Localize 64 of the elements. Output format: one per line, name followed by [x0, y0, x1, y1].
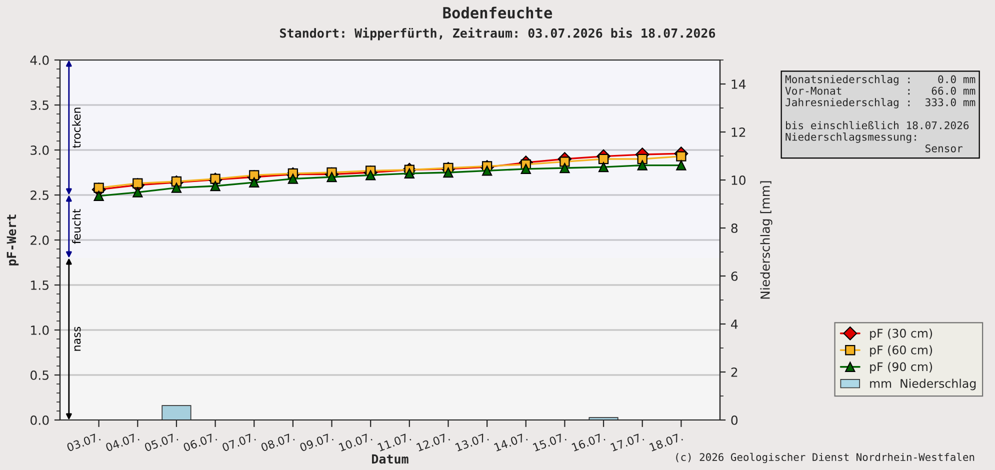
point — [676, 151, 686, 162]
x-tick-label: 09.07. — [299, 432, 334, 452]
x-tick-label: 06.07. — [182, 432, 218, 452]
y-tick-label: 1.0 — [31, 325, 49, 335]
y-tick-label: 0.5 — [30, 370, 48, 380]
legend-label: pF (30 cm) — [870, 328, 932, 340]
y-tick-label: 2.5 — [30, 190, 48, 200]
text: Monatsniederschlag : 0.0 mm Vor-Monat : 66.0 mm Jahresniederschlag : 333.0 mm bis einschließlich 18.07.2026 Niederschlagsmessung: Sensor — [785, 75, 976, 152]
y2-axis-title: Niederschlag [mm] — [760, 181, 772, 299]
point — [560, 156, 570, 167]
point — [404, 168, 414, 178]
legend-label: mm Niederschlag — [870, 378, 976, 390]
x-tick-label: 17.07. — [610, 432, 644, 452]
x-tick-label: 11.07. — [377, 432, 412, 452]
legend-label: pF (60 cm) — [870, 345, 932, 357]
x-tick-label: 10.07. — [338, 432, 372, 452]
x-tick-label: 03.07. — [66, 432, 101, 452]
y2-tick-label: 0 — [731, 415, 738, 425]
x-tick-label: 18.07. — [649, 432, 683, 452]
y-tick-label: 4.0 — [30, 55, 49, 65]
text: (c) 2026 Geologischer Dienst Nordrhein-Westfalen — [676, 452, 974, 464]
y-tick-label: 3.5 — [30, 100, 48, 110]
y2-tick-label: 12 — [732, 127, 746, 137]
y2-tick-label: 8 — [731, 223, 738, 233]
point — [598, 162, 609, 172]
point — [676, 160, 686, 170]
x-tick-label: 08.07. — [260, 432, 295, 452]
point — [94, 190, 104, 201]
point — [520, 164, 531, 174]
chart-title: Bodenfeuchte — [443, 6, 552, 19]
legend-label: pF (90 cm) — [870, 362, 932, 374]
band-label: trocken — [72, 108, 81, 148]
y2-tick-label: 4 — [731, 320, 738, 329]
x-tick-label: 05.07. — [144, 432, 178, 452]
x-tick-label: 13.07. — [455, 432, 489, 452]
point — [210, 180, 220, 192]
point — [132, 187, 143, 198]
x-tick-label: 12.07. — [416, 432, 450, 452]
y-tick-label: 1.5 — [31, 280, 48, 290]
x-tick-label: 15.07. — [532, 432, 567, 452]
chart-subtitle: Standort: Wipperfürth, Zeitraum: 03.07.2026 bis 18.07.2026 — [280, 27, 716, 40]
y2-tick-label: 6 — [731, 271, 738, 281]
x-axis-title: Datum — [372, 454, 408, 464]
y-axis-title: pF-Wert — [6, 214, 19, 266]
point — [482, 166, 492, 176]
y2-tick-label: 14 — [732, 80, 746, 89]
point — [637, 160, 648, 170]
point — [288, 174, 298, 184]
y2-tick-label: 2 — [731, 367, 738, 377]
point — [171, 182, 182, 193]
y-tick-label: 2.0 — [30, 235, 49, 245]
point — [249, 177, 260, 188]
x-tick-label: 07.07. — [222, 432, 256, 452]
point — [598, 154, 609, 164]
y-tick-label: 0.0 — [30, 415, 49, 425]
x-tick-label: 14.07. — [494, 432, 528, 452]
x-tick-label: 16.07. — [572, 432, 606, 452]
y-tick-label: 3.0 — [30, 145, 49, 155]
band-label: feucht — [72, 209, 81, 244]
band-label: nass — [74, 326, 81, 351]
point — [443, 167, 454, 178]
y2-tick-label: 10 — [732, 175, 746, 185]
point — [560, 162, 570, 174]
x-tick-label: 04.07. — [105, 432, 140, 452]
